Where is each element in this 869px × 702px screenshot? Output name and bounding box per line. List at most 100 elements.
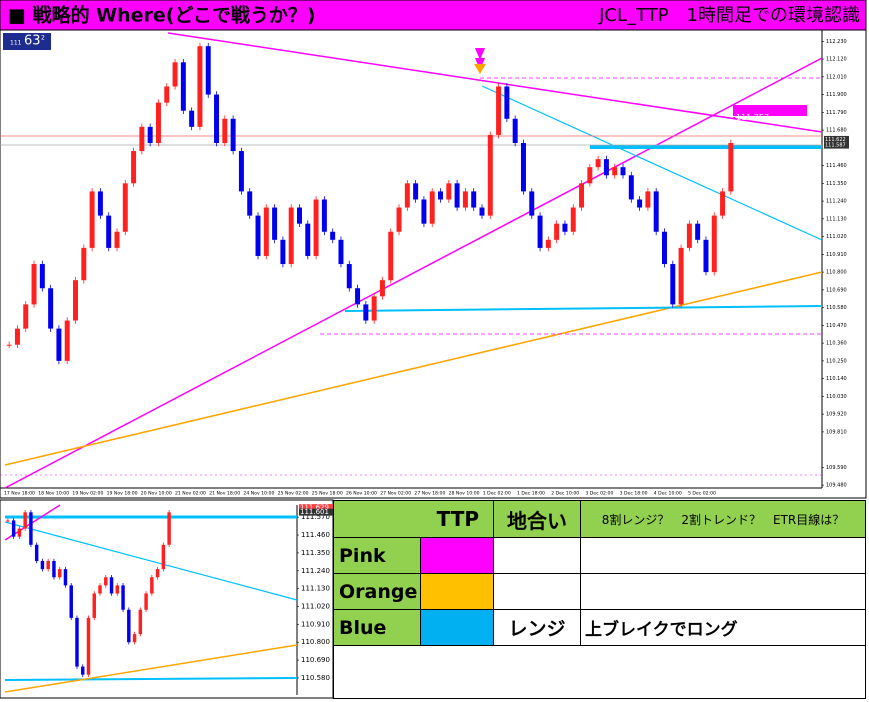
y-tick-label: 110.580 [301, 674, 330, 682]
y-tick-label: 111.130 [826, 216, 847, 222]
candle [222, 118, 228, 143]
trend-line [4, 57, 823, 489]
candle [40, 561, 45, 570]
y-tick-label: 112.230 [826, 39, 847, 45]
candle [686, 223, 692, 248]
candle [6, 520, 10, 522]
row-cell [493, 573, 581, 610]
candle [73, 280, 78, 321]
x-tick-label: 25 Nov 18:00 [312, 491, 343, 497]
color-swatch [420, 537, 494, 574]
main-frame [0, 29, 867, 499]
candle [396, 207, 402, 232]
badge-prefix: 111 [10, 40, 22, 47]
row-cell: レンジ [493, 609, 581, 646]
y-tick-label: 109.480 [826, 483, 847, 489]
candle [97, 191, 103, 216]
y-tick-label: 110.910 [301, 620, 330, 628]
subtitle: JCL_TTP 1時間足での環境認識 [598, 5, 860, 26]
sub-frame [0, 499, 334, 699]
y-tick-label: 111.900 [826, 92, 847, 98]
trend-line [4, 677, 298, 681]
x-tick-label: 4 Dec 10:00 [654, 491, 682, 497]
x-tick-label: 20 Nov 10:00 [141, 491, 172, 497]
candle [404, 183, 410, 208]
x-tick-label: 1 Dec 02:00 [483, 491, 511, 497]
candle [14, 328, 20, 345]
price-label: 111.757 [736, 113, 769, 122]
candle [247, 191, 253, 216]
candle [167, 512, 171, 545]
price-tag [299, 504, 334, 512]
y-tick-label: 111.350 [826, 181, 847, 187]
candle [81, 247, 87, 281]
candle [52, 561, 56, 578]
candle [429, 191, 435, 224]
row-label: Blue [333, 609, 421, 646]
row-cell [580, 573, 866, 610]
candle [454, 183, 460, 208]
title: ■ 戦略的 Where(どこで戦うか？) [8, 4, 316, 27]
price-label: 111.587 [825, 143, 846, 149]
candle [587, 167, 593, 184]
candle [31, 264, 37, 305]
candle [172, 62, 178, 87]
candle [346, 264, 352, 289]
candle [479, 207, 485, 216]
candle [75, 617, 79, 667]
candle [57, 569, 62, 578]
candle [554, 223, 560, 240]
x-tick-label: 5 Dec 02:00 [688, 491, 716, 497]
candle [164, 86, 170, 103]
arrow-marker [474, 64, 486, 74]
candle [570, 207, 576, 232]
candle [446, 183, 452, 200]
candle [512, 118, 518, 143]
candle [487, 134, 493, 216]
x-tick-label: 21 Nov 18:00 [209, 491, 240, 497]
x-tick-label: 21 Nov 02:00 [175, 491, 206, 497]
candle [39, 264, 45, 289]
price-tag [824, 135, 849, 143]
y-tick-label: 110.800 [301, 638, 330, 646]
candle [471, 191, 477, 208]
y-tick-label: 110.910 [826, 252, 847, 258]
candle [537, 215, 543, 248]
x-tick-label: 3 Dec 18:00 [620, 491, 648, 497]
x-tick-label: 19 Nov 02:00 [72, 491, 103, 497]
candle [678, 247, 684, 305]
badge-suffix: 2 [41, 35, 45, 42]
candle [620, 167, 626, 176]
candle [81, 666, 85, 675]
y-tick-label: 111.020 [826, 234, 847, 240]
candle [653, 191, 659, 232]
header-cell: 8割レンジ？ 2割トレンド？ ETR目線は？ [580, 500, 866, 538]
candle [579, 183, 585, 208]
candle [263, 207, 269, 256]
y-tick-label: 109.810 [826, 429, 847, 435]
candle [121, 585, 125, 610]
candle [321, 199, 327, 232]
candle [86, 617, 91, 675]
candle [144, 593, 148, 610]
candle [288, 207, 294, 265]
y-tick-label: 111.020 [301, 602, 330, 610]
trend-line [4, 644, 298, 693]
candle [230, 118, 236, 152]
header-cell: TTP [333, 500, 494, 538]
candle [138, 609, 143, 635]
row-cell: 上ブレイクでロング [580, 609, 866, 646]
y-tick-label: 111.130 [301, 585, 330, 593]
candle [297, 207, 302, 224]
price-box [733, 105, 807, 116]
candle [272, 207, 278, 240]
candle [355, 288, 361, 305]
candle [438, 191, 443, 200]
candle [305, 223, 311, 256]
y-tick-label: 111.460 [301, 531, 330, 539]
candle [155, 569, 160, 578]
candle [98, 585, 102, 594]
arrow-marker [475, 48, 485, 70]
candle [330, 231, 336, 240]
candle [189, 110, 195, 127]
